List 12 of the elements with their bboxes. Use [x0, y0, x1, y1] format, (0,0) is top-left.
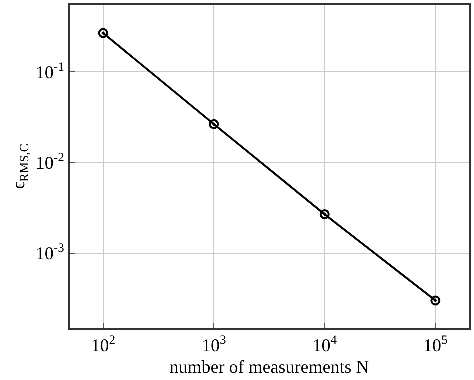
x-axis-title: number of measurements N — [170, 357, 370, 378]
x-tick-label: 10$^{4}$ — [312, 333, 338, 356]
point — [209, 119, 220, 130]
point — [430, 296, 441, 306]
x-tick-label: 10$^{3}$ — [202, 333, 226, 356]
y-tick-label: 10$^{-2}$ — [36, 150, 64, 174]
point — [320, 210, 330, 220]
y-tick-label: 10$^{-3}$ — [36, 241, 64, 264]
y-tick-label: 10$^{-1}$ — [36, 60, 64, 82]
x-tick-label: 10$^{5}$ — [424, 333, 448, 356]
point — [98, 28, 108, 38]
x-tick-label: 10$^{2}$ — [91, 333, 116, 356]
